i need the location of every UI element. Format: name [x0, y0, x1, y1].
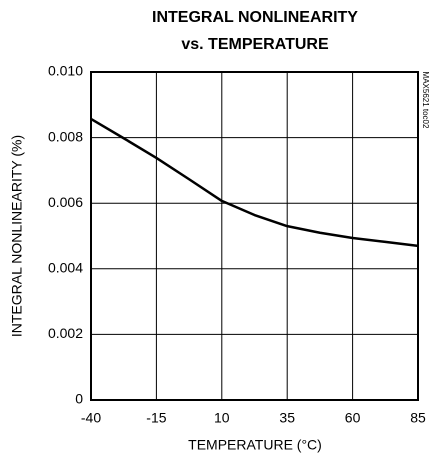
chart-title: vs. TEMPERATURE: [181, 36, 329, 53]
x-tick-label: -15: [146, 410, 166, 426]
x-tick-label: 10: [214, 410, 230, 426]
annotation: MAX5621 toc02: [421, 72, 430, 129]
y-tick-label: 0.002: [48, 325, 83, 341]
plot-frame: [90, 71, 419, 401]
y-tick-label: 0.004: [48, 260, 83, 276]
data-line: [90, 117, 419, 248]
y-tick-label: 0.010: [48, 63, 83, 79]
x-tick-label: -40: [81, 410, 101, 426]
x-tick-label: 60: [345, 410, 361, 426]
y-tick-label: 0: [75, 391, 83, 407]
chart-title: INTEGRAL NONLINEARITY: [152, 9, 358, 26]
y-axis-label: INTEGRAL NONLINEARITY (%): [9, 135, 25, 337]
x-axis-label: TEMPERATURE (°C): [188, 437, 322, 453]
y-tick-label: 0.006: [48, 194, 83, 210]
x-tick-label: 85: [410, 410, 426, 426]
y-tick-label: 0.008: [48, 128, 83, 144]
x-tick-label: 35: [279, 410, 295, 426]
